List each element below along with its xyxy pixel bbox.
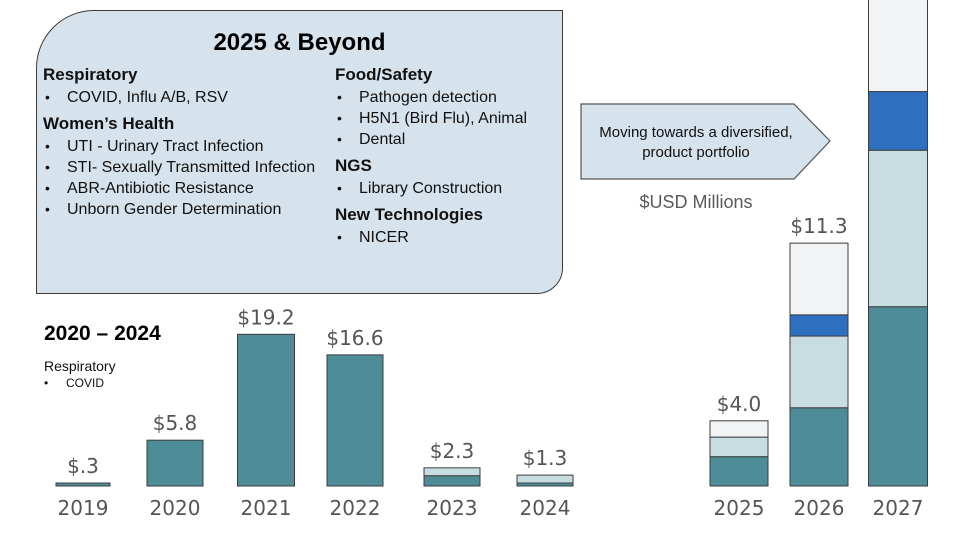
ngs-list: Library Construction (335, 178, 560, 199)
data-label-2022: $16.6 (326, 326, 383, 350)
list-item: STI- Sexually Transmitted Infection (43, 157, 333, 178)
data-label-2023: $2.3 (430, 439, 475, 463)
category-respiratory: Respiratory (43, 65, 138, 84)
arrow-shape (580, 103, 831, 180)
list-item: H5N1 (Bird Flu), Animal (335, 108, 560, 129)
tick-label-2027: 2027 (873, 496, 924, 520)
data-label-2026: $11.3 (790, 214, 847, 238)
respiratory-list: COVID, Influ A/B, RSV (43, 87, 333, 108)
bar-2025-segment-1 (709, 436, 769, 458)
list-item: ABR-Antibiotic Resistance (43, 178, 333, 199)
units-label: $USD Millions (639, 192, 753, 212)
bar-2024-segment-1 (516, 474, 574, 484)
portfolio-box: 2025 & Beyond Respiratory COVID, Influ A… (36, 10, 563, 294)
tick-label-2021: 2021 (241, 496, 292, 520)
tick-label-2026: 2026 (794, 496, 845, 520)
bar-2026-segment-0 (789, 407, 849, 487)
bar-2023-segment-1 (423, 467, 481, 477)
new-technologies-list: NICER (335, 227, 560, 248)
womens-health-list: UTI - Urinary Tract Infection STI- Sexua… (43, 136, 333, 220)
bar-2021-segment-0 (237, 333, 295, 487)
bar-2025-segment-0 (709, 456, 769, 487)
bar-2026-segment-1 (789, 335, 849, 409)
bar-2027-segment-0 (868, 306, 928, 487)
category-food-safety: Food/Safety (335, 65, 433, 84)
portfolio-right-column: Food/Safety Pathogen detection H5N1 (Bir… (335, 61, 560, 254)
portfolio-title: 2025 & Beyond (213, 29, 386, 56)
data-label-2025: $4.0 (717, 392, 762, 416)
bar-2027-segment-2 (868, 91, 928, 151)
list-item: COVID, Influ A/B, RSV (43, 87, 333, 108)
list-item: Dental (335, 129, 560, 150)
history-subtitle: Respiratory (44, 358, 116, 374)
history-item: COVID (44, 376, 104, 390)
bar-2025-segment-3 (709, 420, 769, 438)
bar-2027-segment-3 (868, 0, 928, 93)
tick-label-2019: 2019 (58, 496, 109, 520)
data-label-2019: $.3 (67, 454, 99, 478)
callout-text: Moving towards a diversified, product po… (599, 124, 793, 161)
list-item: NICER (335, 227, 560, 248)
bar-2020-segment-0 (146, 439, 204, 487)
bar-2026-segment-2 (789, 314, 849, 337)
category-ngs: NGS (335, 156, 372, 175)
bar-2023-segment-0 (423, 475, 481, 487)
tick-label-2025: 2025 (714, 496, 765, 520)
category-new-technologies: New Technologies (335, 205, 483, 224)
data-label-2024: $1.3 (523, 446, 568, 470)
history-title: 2020 – 2024 (44, 322, 161, 345)
food-safety-list: Pathogen detection H5N1 (Bird Flu), Anim… (335, 87, 560, 150)
tick-label-2023: 2023 (427, 496, 478, 520)
list-item: Unborn Gender Determination (43, 199, 333, 220)
bar-2026-segment-3 (789, 242, 849, 316)
data-label-2021: $19.2 (237, 305, 294, 329)
data-label-2020: $5.8 (153, 411, 198, 435)
list-item: Library Construction (335, 178, 560, 199)
list-item: Pathogen detection (335, 87, 560, 108)
tick-label-2020: 2020 (150, 496, 201, 520)
list-item: UTI - Urinary Tract Infection (43, 136, 333, 157)
tick-label-2024: 2024 (520, 496, 571, 520)
tick-label-2022: 2022 (330, 496, 381, 520)
portfolio-left-column: Respiratory COVID, Influ A/B, RSV Women’… (43, 61, 333, 226)
callout-arrow: Moving towards a diversified, product po… (580, 103, 832, 180)
bar-2019-segment-0 (55, 482, 111, 487)
category-womens-health: Women’s Health (43, 114, 175, 133)
bar-2022-segment-0 (326, 354, 384, 487)
bar-2027-segment-1 (868, 149, 928, 308)
